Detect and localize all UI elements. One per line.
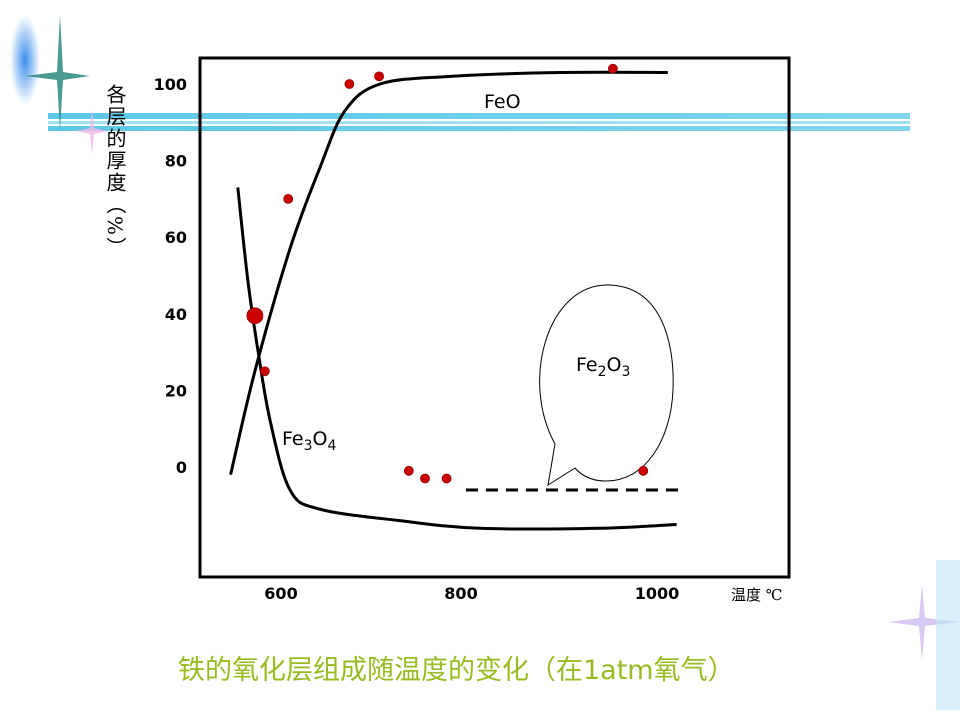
y-axis-label: 各层的厚度（%） — [103, 84, 127, 260]
data-point — [283, 193, 294, 204]
horizontal-band-decoration — [48, 113, 910, 131]
y-tick-label: 60 — [165, 228, 187, 247]
data-point — [441, 473, 452, 484]
sparkle-icon — [76, 110, 108, 155]
y-tick-label: 20 — [165, 381, 187, 400]
sparkle-icon — [888, 585, 960, 660]
data-point — [374, 71, 385, 82]
series-label-feo: FeO — [484, 91, 521, 113]
x-tick-label: 800 — [444, 584, 477, 603]
x-tick-label: 600 — [264, 584, 297, 603]
data-point — [403, 465, 414, 476]
glow-decoration — [936, 560, 960, 710]
series-label-fe2o3: Fe2O3 — [576, 354, 630, 380]
series-label-fe3o4: Fe3O4 — [282, 428, 336, 454]
series-line-feo — [229, 70, 668, 476]
fe2o3-callout-balloon — [539, 284, 674, 487]
slide-caption: 铁的氧化层组成随温度的变化（在1atm氧气） — [178, 655, 735, 686]
data-point — [420, 473, 430, 484]
y-tick-label: 0 — [176, 458, 187, 477]
sparkle-icon — [25, 15, 90, 130]
x-axis-label: 温度 ℃ — [731, 586, 783, 604]
x-tick-label: 1000 — [635, 584, 680, 603]
data-point — [638, 465, 649, 476]
y-tick-label: 80 — [165, 152, 187, 171]
data-point — [259, 366, 270, 377]
y-tick-label: 40 — [165, 305, 187, 324]
data-point — [608, 63, 618, 74]
y-tick-label: 100 — [154, 75, 187, 94]
data-point — [344, 79, 355, 89]
glow-decoration — [10, 15, 40, 105]
data-point — [246, 307, 264, 325]
plot-frame — [198, 56, 791, 579]
